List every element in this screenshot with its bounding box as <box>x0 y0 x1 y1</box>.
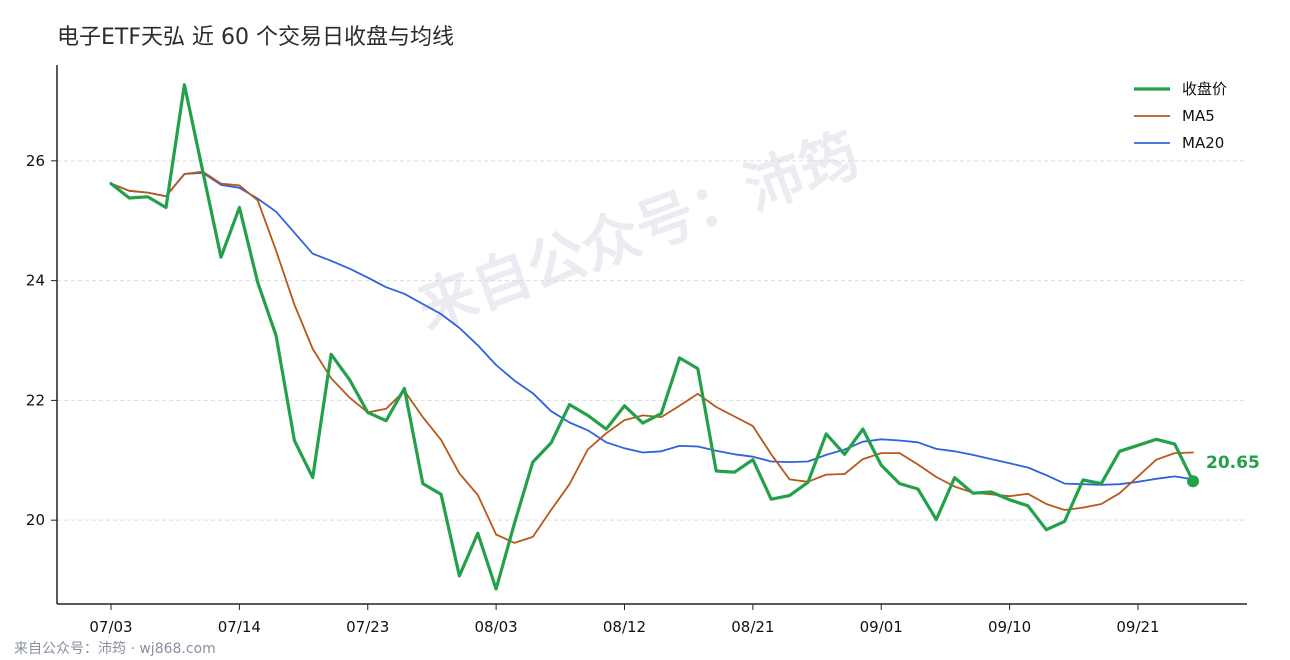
y-tick-label: 20 <box>26 511 45 529</box>
last-close-point <box>1187 475 1199 488</box>
x-tick-label: 08/21 <box>731 618 774 636</box>
footer-credit: 来自公众号：沛筠 · wj868.com <box>14 640 216 657</box>
ma5-line <box>110 170 1194 544</box>
x-tick-label: 08/03 <box>475 618 518 636</box>
y-tick-label: 24 <box>26 272 45 290</box>
series-lines: 20.65 <box>109 83 1260 591</box>
last-close-label: 20.65 <box>1206 453 1260 473</box>
legend-label: MA5 <box>1182 107 1215 125</box>
grid-lines <box>57 160 1247 521</box>
ma20-line <box>110 171 1194 486</box>
x-tick-label: 09/10 <box>988 618 1031 636</box>
x-tick-label: 07/14 <box>218 618 261 636</box>
close-price-line <box>109 83 1195 591</box>
axes: 20 22 24 26 07/03 07/14 07/23 08/03 08/12 08/21 09… <box>26 65 1247 636</box>
x-tick-label: 07/03 <box>89 618 132 636</box>
watermark: 来自公众号：沛筠 <box>409 120 868 343</box>
legend: 收盘价 MA5 MA20 <box>1134 80 1227 152</box>
x-tick-label: 08/12 <box>603 618 646 636</box>
y-tick-label: 22 <box>26 391 45 409</box>
legend-label: 收盘价 <box>1182 80 1227 98</box>
x-tick-label: 09/01 <box>860 618 903 636</box>
x-tick-label: 09/21 <box>1116 618 1159 636</box>
chart-title: 电子ETF天弘 近 60 个交易日收盘与均线 <box>57 25 454 50</box>
x-tick-label: 07/23 <box>346 618 389 636</box>
y-tick-label: 26 <box>26 152 45 170</box>
legend-label: MA20 <box>1182 134 1224 152</box>
